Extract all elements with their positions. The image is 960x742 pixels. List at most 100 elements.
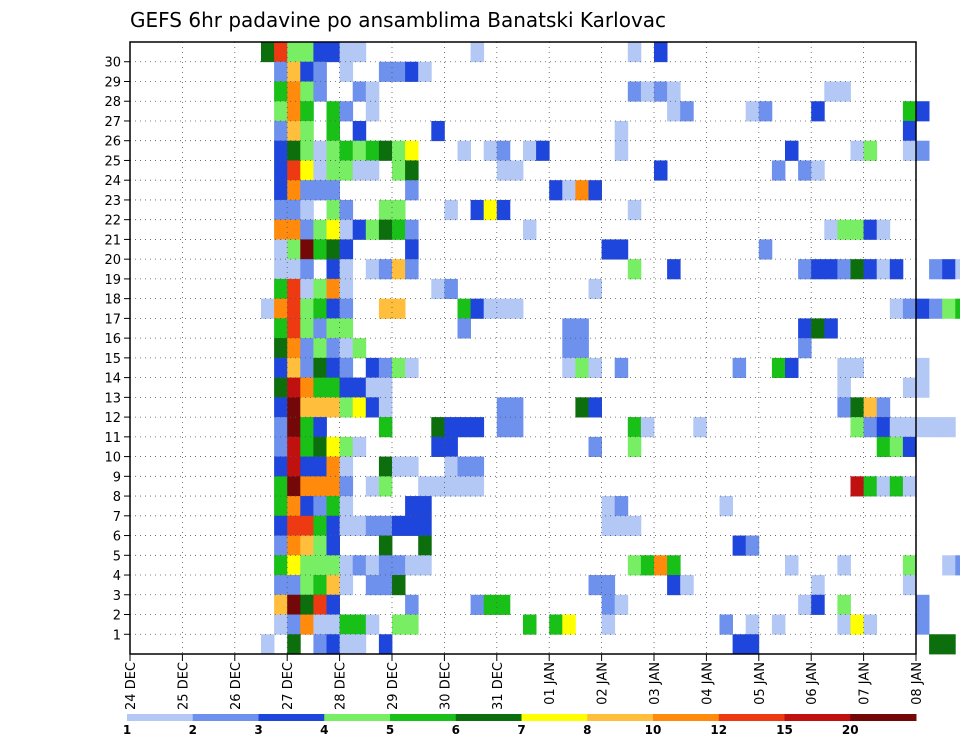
heatmap-cell bbox=[339, 476, 354, 497]
x-tick-label: 24 DEC bbox=[124, 662, 139, 710]
heatmap-cell bbox=[352, 614, 367, 635]
heatmap-cell bbox=[326, 634, 340, 655]
heatmap-cell bbox=[627, 515, 642, 536]
heatmap-cell bbox=[352, 120, 367, 142]
heatmap-cell bbox=[496, 140, 511, 161]
legend-label: 8 bbox=[583, 723, 591, 737]
heatmap-cell bbox=[745, 535, 760, 556]
heatmap-cell bbox=[392, 199, 406, 221]
heatmap-cell bbox=[457, 417, 471, 438]
heatmap-cell bbox=[614, 120, 629, 142]
heatmap-cell bbox=[339, 456, 354, 477]
heatmap-cell bbox=[929, 298, 943, 319]
heatmap-cell bbox=[313, 81, 327, 102]
heatmap-cell bbox=[287, 120, 301, 142]
heatmap-cell bbox=[798, 594, 812, 615]
heatmap-cell bbox=[300, 140, 314, 161]
heatmap-cell bbox=[470, 298, 485, 319]
heatmap-cell bbox=[378, 199, 393, 221]
heatmap-cell bbox=[274, 456, 288, 477]
heatmap-cell bbox=[287, 555, 301, 576]
heatmap-cell bbox=[575, 180, 589, 201]
heatmap-cell bbox=[942, 298, 956, 319]
heatmap-cell bbox=[745, 614, 760, 635]
heatmap-cell bbox=[326, 120, 340, 142]
heatmap-cell bbox=[575, 338, 589, 359]
heatmap-cell bbox=[274, 160, 288, 181]
heatmap-cell bbox=[313, 180, 327, 201]
heatmap-cell bbox=[378, 575, 393, 596]
heatmap-cell bbox=[850, 259, 864, 280]
heatmap-cell bbox=[942, 417, 956, 438]
heatmap-cell bbox=[392, 298, 406, 319]
heatmap-cell bbox=[614, 515, 629, 536]
heatmap-cell bbox=[863, 476, 878, 497]
heatmap-cell bbox=[732, 357, 747, 379]
y-tick-label: 2 bbox=[113, 609, 121, 624]
heatmap-cell bbox=[955, 259, 960, 280]
heatmap-cell bbox=[365, 377, 380, 398]
heatmap-cell bbox=[300, 515, 314, 536]
heatmap-cell bbox=[405, 594, 419, 615]
heatmap-cell bbox=[929, 417, 943, 438]
heatmap-cell bbox=[274, 535, 288, 556]
heatmap-cell bbox=[654, 160, 668, 181]
heatmap-cell bbox=[431, 120, 445, 142]
heatmap-cell bbox=[745, 101, 760, 122]
heatmap-cell bbox=[758, 101, 773, 122]
heatmap-cell bbox=[889, 476, 904, 497]
heatmap-cell bbox=[339, 278, 354, 300]
heatmap-cell bbox=[811, 575, 825, 596]
heatmap-cell bbox=[850, 397, 864, 418]
heatmap-cell bbox=[339, 614, 354, 635]
heatmap-cell bbox=[496, 160, 511, 181]
legend-swatch bbox=[455, 714, 522, 721]
heatmap-cell bbox=[654, 81, 668, 102]
heatmap-cell bbox=[274, 397, 288, 418]
heatmap-cell bbox=[274, 338, 288, 359]
legend-swatch bbox=[192, 714, 259, 721]
heatmap-cell bbox=[902, 120, 917, 142]
heatmap-cell bbox=[287, 219, 301, 240]
heatmap-cell bbox=[667, 101, 681, 122]
x-tick-label: 25 DEC bbox=[176, 662, 191, 710]
heatmap-cell bbox=[509, 417, 524, 438]
legend-label: 15 bbox=[776, 723, 793, 737]
heatmap-cell bbox=[365, 160, 380, 181]
heatmap-cell bbox=[300, 535, 314, 556]
heatmap-cell bbox=[313, 239, 327, 260]
heatmap-cell bbox=[326, 535, 340, 556]
heatmap-cell bbox=[326, 180, 340, 201]
heatmap-cell bbox=[929, 634, 943, 655]
heatmap-cell bbox=[627, 417, 642, 438]
heatmap-cell bbox=[418, 535, 432, 556]
heatmap-cell bbox=[496, 417, 511, 438]
x-tick-label: 01 JAN bbox=[543, 662, 558, 705]
y-tick-label: 30 bbox=[104, 56, 121, 71]
heatmap-cell bbox=[365, 259, 380, 280]
heatmap-cell bbox=[916, 417, 930, 438]
heatmap-cell bbox=[378, 298, 393, 319]
heatmap-cell bbox=[902, 377, 917, 398]
heatmap-cell bbox=[313, 496, 327, 517]
heatmap-cell bbox=[902, 140, 917, 161]
heatmap-cell bbox=[758, 239, 773, 260]
heatmap-cell bbox=[287, 61, 301, 82]
heatmap-cell bbox=[798, 259, 812, 280]
heatmap-cell bbox=[274, 239, 288, 260]
heatmap-cell bbox=[667, 259, 681, 280]
heatmap-cell bbox=[457, 476, 471, 497]
heatmap-cell bbox=[274, 101, 288, 122]
heatmap-cell bbox=[378, 515, 393, 536]
heatmap-cell bbox=[352, 42, 367, 63]
heatmap-cell bbox=[287, 239, 301, 260]
heatmap-cell bbox=[601, 515, 616, 536]
heatmap-cell bbox=[274, 614, 288, 635]
plot-frame bbox=[129, 41, 917, 655]
heatmap-cell bbox=[627, 555, 642, 576]
heatmap-cell bbox=[588, 278, 602, 300]
heatmap-cell bbox=[863, 219, 878, 240]
heatmap-cell bbox=[313, 338, 327, 359]
y-tick-label: 25 bbox=[104, 154, 121, 169]
heatmap-cell bbox=[313, 357, 327, 379]
